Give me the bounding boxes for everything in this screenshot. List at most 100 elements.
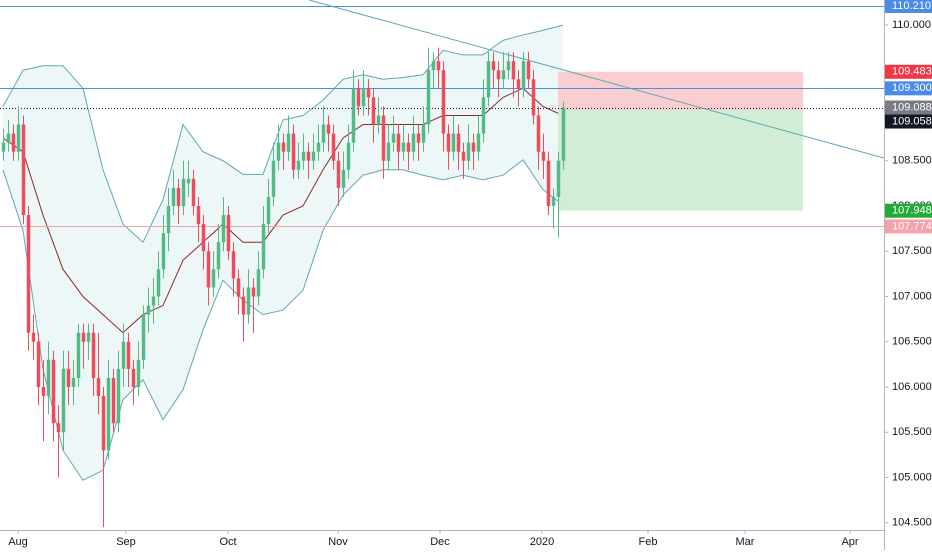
candle-body — [81, 332, 86, 342]
candle-body — [371, 97, 376, 125]
candle-body — [211, 269, 216, 288]
candle-body — [181, 178, 186, 206]
y-tick-label: 107.000 — [892, 290, 932, 302]
candle-body — [516, 79, 521, 89]
candle-body — [51, 359, 56, 424]
candle-body — [401, 142, 406, 152]
y-tick-label: 105.000 — [892, 471, 932, 483]
candle-body — [141, 314, 146, 360]
candle-body — [331, 133, 336, 161]
y-tick-label: 110.000 — [892, 19, 931, 31]
candle-body — [541, 151, 546, 161]
x-tick-label: Nov — [328, 536, 348, 548]
candle-body — [226, 215, 231, 252]
candle-body — [486, 61, 491, 98]
candle-body — [166, 205, 171, 234]
candle-body — [461, 151, 466, 161]
candle-body — [356, 88, 361, 107]
candle-body — [266, 196, 271, 225]
candle-body — [456, 133, 461, 152]
candle-body — [346, 142, 351, 170]
price-label-box — [885, 81, 932, 96]
price-label-box — [885, 100, 932, 115]
stop-zone — [558, 71, 803, 111]
candle-body — [366, 88, 371, 98]
candle-body — [451, 133, 456, 152]
candle-body — [216, 242, 221, 270]
candle-body — [6, 133, 11, 143]
y-tick-label: 105.500 — [892, 426, 932, 438]
y-tick-label: 104.500 — [892, 517, 932, 529]
candle-body — [441, 70, 446, 134]
price-label-box — [885, 219, 932, 234]
candle-body — [31, 332, 36, 342]
x-tick-label: 2020 — [530, 536, 554, 548]
x-tick-label: Feb — [639, 536, 658, 548]
trend-line — [308, 0, 884, 159]
y-tick-label: 106.000 — [892, 381, 932, 393]
candle-body — [191, 178, 196, 206]
candle-body — [426, 70, 431, 125]
candle-body — [261, 224, 266, 270]
candle-body — [121, 341, 126, 369]
candle-body — [286, 133, 291, 152]
target-zone — [558, 110, 803, 211]
candle-body — [501, 70, 506, 80]
candle-body — [271, 160, 276, 197]
candle-body — [156, 269, 161, 297]
candle-body — [521, 61, 526, 89]
candle-body — [116, 368, 121, 424]
candle-body — [376, 115, 381, 125]
y-tick-label: 106.500 — [892, 336, 932, 348]
candle-body — [151, 296, 156, 306]
candle-body — [86, 332, 91, 342]
candle-body — [26, 215, 31, 333]
candle-body — [326, 124, 331, 134]
candle-body — [336, 160, 341, 188]
candle-body — [296, 160, 301, 170]
candle-body — [206, 251, 211, 288]
candle-body — [526, 61, 531, 80]
candle-body — [291, 133, 296, 170]
price-label-box — [885, 203, 932, 218]
price-label: 110.210 — [892, 0, 931, 12]
candle-body — [531, 79, 536, 116]
candle-body — [76, 332, 81, 378]
candle-body — [341, 169, 346, 188]
candle-body — [406, 142, 411, 152]
price-label: 109.300 — [892, 82, 932, 94]
candle-body — [251, 287, 256, 297]
price-label-box — [885, 64, 932, 79]
candle-body — [491, 61, 496, 71]
candle-body — [136, 359, 141, 388]
candle-body — [16, 124, 21, 152]
candle-body — [196, 205, 201, 225]
candle-body — [231, 251, 236, 279]
candle-body — [511, 61, 516, 80]
candle-body — [171, 187, 176, 206]
candle-body — [506, 61, 511, 71]
candle-body — [146, 305, 151, 315]
candle-body — [256, 269, 261, 297]
candle-body — [476, 133, 481, 152]
candle-body — [201, 224, 206, 252]
price-label: 107.948 — [892, 205, 932, 217]
candle-body — [481, 97, 486, 134]
candle-body — [311, 151, 316, 161]
price-label-box — [885, 0, 932, 13]
candle-body — [131, 368, 136, 388]
candle-body — [471, 142, 476, 152]
candle-body — [386, 142, 391, 161]
band-upper — [2, 24, 564, 244]
candle-body — [41, 387, 46, 397]
candle-body — [11, 133, 16, 152]
price-label-box — [885, 114, 932, 129]
candle-body — [316, 142, 321, 152]
candle-body — [236, 278, 241, 297]
candle-body — [301, 151, 306, 161]
candle-body — [416, 133, 421, 143]
candle-body — [106, 377, 111, 451]
candle-body — [411, 133, 416, 152]
candle-body — [496, 70, 501, 80]
candle-body — [91, 332, 96, 378]
